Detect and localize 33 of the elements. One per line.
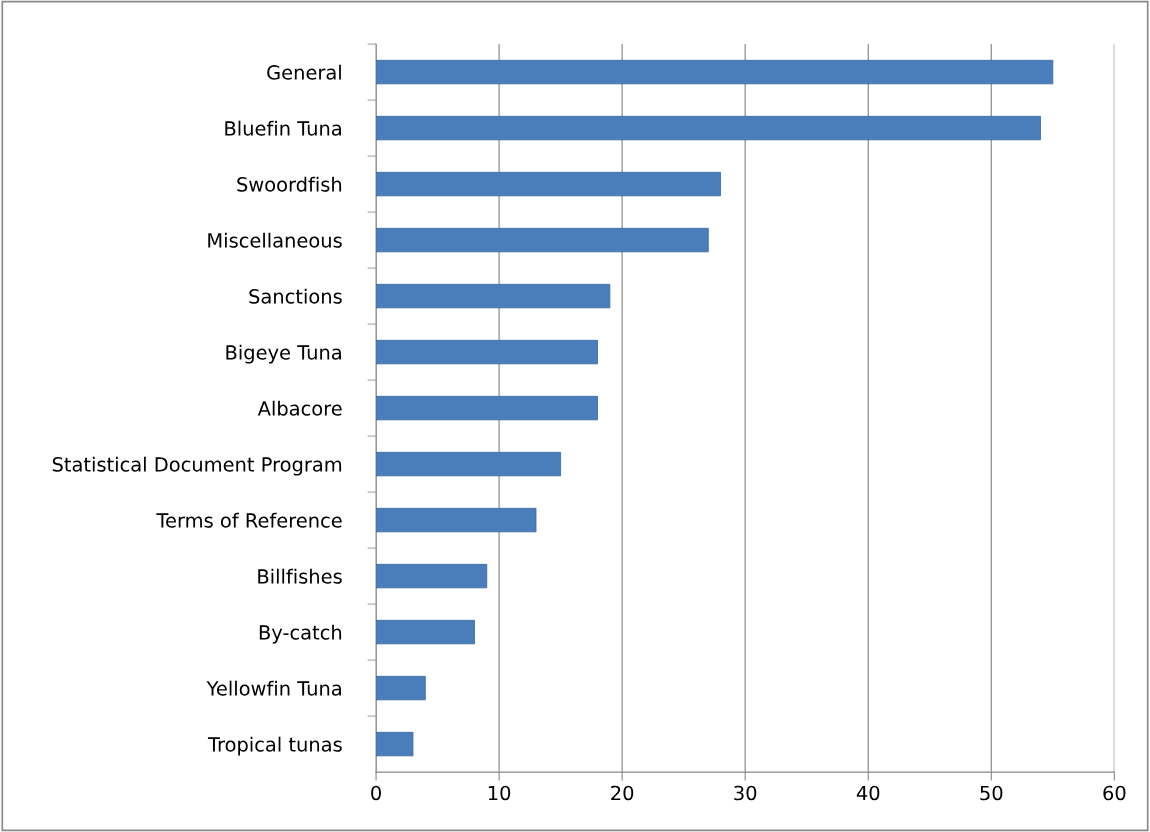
y-tick-label: Swoordfish (237, 176, 342, 192)
bar (376, 115, 1041, 141)
y-tick-label: Bluefin Tuna (225, 120, 341, 136)
y-tick-label: Yellowfin Tuna (206, 680, 341, 696)
x-tick-label: 10 (488, 785, 511, 801)
y-tick-label: Billfishes (258, 568, 342, 584)
x-tick-label: 50 (980, 785, 1003, 801)
bar (376, 59, 1054, 85)
x-tick-label: 0 (371, 785, 381, 801)
y-tick-label: Statistical Document Program (52, 456, 342, 476)
bar (376, 507, 537, 533)
y-tick-label: Tropical tunas (207, 736, 342, 756)
y-tick-label: Terms of Reference (156, 512, 342, 528)
bar (376, 563, 488, 589)
y-tick-label: Albacore (257, 400, 342, 416)
y-tick-label: General (267, 64, 341, 80)
bar (376, 339, 598, 365)
x-tick-label: 30 (734, 785, 757, 801)
bar (376, 619, 475, 645)
bar (376, 395, 598, 421)
y-tick-label: Bigeye Tuna (226, 344, 341, 364)
bar (376, 731, 414, 757)
bar (376, 171, 722, 197)
x-tick-label: 60 (1103, 785, 1126, 801)
bar (376, 283, 611, 309)
x-tick-label: 20 (611, 785, 634, 801)
bar (376, 227, 709, 253)
y-tick-label: Miscellaneous (208, 232, 342, 248)
y-tick-label: By-catch (259, 624, 342, 644)
bar (376, 451, 562, 477)
bar (376, 675, 426, 701)
x-tick-label: 40 (856, 785, 880, 801)
y-tick-label: Sanctions (249, 288, 342, 304)
